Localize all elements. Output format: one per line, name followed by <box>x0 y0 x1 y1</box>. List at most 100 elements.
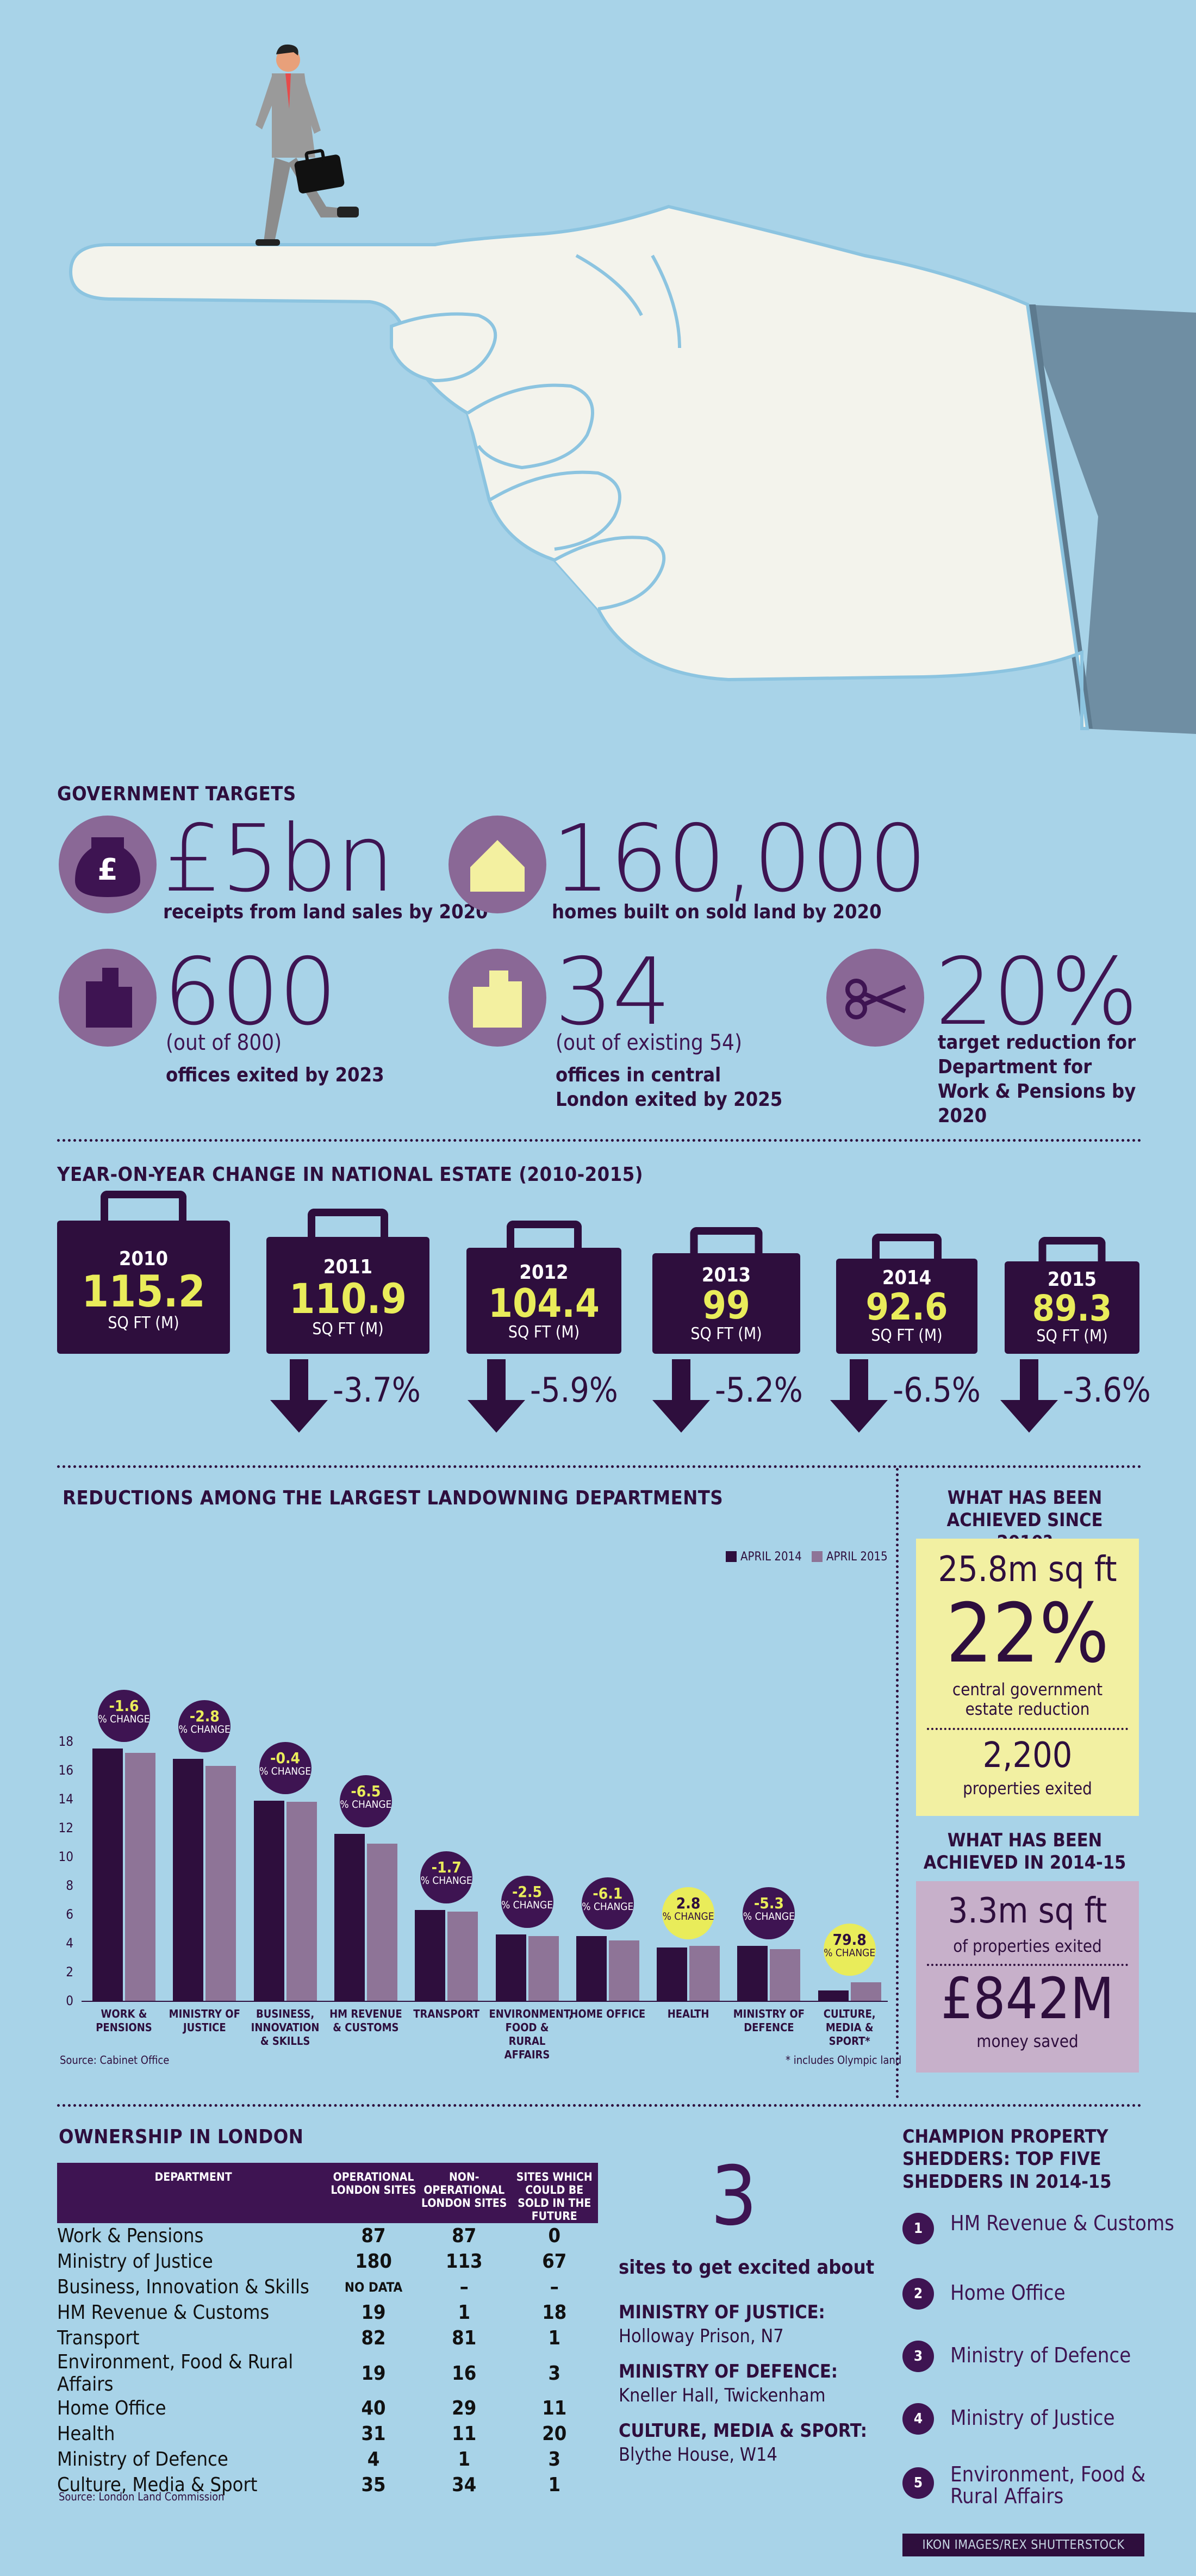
y-tick-label: 16 <box>58 1763 73 1778</box>
bar-2015 <box>528 1936 559 2001</box>
table-row: Ministry of Defence 4 1 3 <box>57 2448 561 2471</box>
champions-header: CHAMPION PROPERTY SHEDDERS: TOP FIVE SHE… <box>902 2126 1112 2193</box>
bar-2015 <box>608 1940 639 2001</box>
x-tick-label: CULTURE, MEDIA & SPORT* <box>823 2007 876 2048</box>
bar-2014 <box>737 1946 768 2001</box>
target-big-value: 160,000 <box>552 805 927 913</box>
x-tick-label: ENVIRONMENT, FOOD & RURAL AFFAIRS <box>489 2007 573 2061</box>
achieved-since-pct: 22% <box>946 1586 1109 1681</box>
x-tick-label: MINISTRY OF JUSTICE <box>169 2007 240 2034</box>
site-item: MINISTRY OF JUSTICE: Holloway Prison, N7 <box>619 2301 825 2347</box>
bar-2014 <box>334 1833 365 2001</box>
change-bubble: -2.5% CHANGE <box>501 1876 553 1928</box>
change-pct: -6.5% <box>893 1370 981 1410</box>
bar-2015 <box>286 1802 317 2001</box>
table-row: Environment, Food & Rural Affairs 19 16 3 <box>57 2351 561 2395</box>
col-could-be-sold: SITES WHICH COULD BE SOLD IN THE FUTURE <box>516 2170 593 2223</box>
achieved-1415-money-caption: money saved <box>976 2032 1079 2052</box>
y-tick-label: 6 <box>66 1907 73 1922</box>
down-arrow-icon <box>830 1359 888 1433</box>
bar-2015 <box>447 1911 478 2001</box>
table-row: Culture, Media & Sport 35 34 1 <box>57 2474 561 2496</box>
achieved-1415-area: 3.3m sq ft <box>948 1891 1107 1931</box>
y-tick-label: 10 <box>58 1849 73 1864</box>
bar-2015 <box>850 1982 881 2001</box>
bar-2014 <box>173 1758 204 2001</box>
table-row: Health 31 11 20 <box>57 2423 567 2445</box>
chart-title: REDUCTIONS AMONG THE LARGEST LANDOWNING … <box>63 1487 724 1509</box>
col-non-operational: NON-OPERATIONAL LONDON SITES <box>421 2170 507 2210</box>
pointing-hand-icon <box>68 204 1089 730</box>
target-caption: receipts from land sales by 2020 <box>163 901 488 923</box>
col-operational: OPERATIONAL LONDON SITES <box>331 2170 416 2197</box>
bar-2014 <box>657 1947 688 2001</box>
divider <box>57 1139 1142 1142</box>
sites-caption: sites to get excited about <box>619 2256 875 2279</box>
x-axis <box>82 2001 888 2002</box>
table-row: HM Revenue & Customs 19 1 18 <box>57 2301 567 2324</box>
change-pct: -3.7% <box>333 1370 421 1410</box>
bar-2015 <box>770 1949 801 2001</box>
money-bag-icon: £ <box>59 816 157 913</box>
change-bubble: -5.3% CHANGE <box>743 1887 795 1940</box>
case-2015: 2015 89.3 SQ FT (M) <box>1005 1237 1139 1354</box>
target-caption: homes built on sold land by 2020 <box>552 901 882 923</box>
svg-text:£: £ <box>97 853 118 887</box>
y-tick-label: 8 <box>66 1878 73 1893</box>
target-caption: target reduction for Department for Work… <box>938 1031 1136 1127</box>
bar-2015 <box>125 1753 155 2001</box>
y-tick-label: 12 <box>58 1820 73 1835</box>
achieved-since-properties-caption: properties exited <box>963 1779 1092 1799</box>
bar-2014 <box>818 1990 849 2001</box>
house-icon <box>448 816 546 913</box>
change-pct: -5.2% <box>715 1370 803 1410</box>
divider <box>57 1465 1142 1468</box>
bar-2015 <box>205 1766 236 2001</box>
target-caption: offices in central London exited by 2025 <box>556 1064 783 1111</box>
change-bubble: 79.8% CHANGE <box>823 1923 876 1976</box>
table-row: Home Office 40 29 11 <box>57 2397 567 2419</box>
x-tick-label: HOME OFFICE <box>570 2007 646 2020</box>
table-row: Ministry of Justice 180 113 67 <box>57 2250 567 2273</box>
down-arrow-icon <box>1000 1359 1058 1433</box>
case-2010: 2010 115.2 SQ FT (M) <box>57 1191 230 1354</box>
bar-2014 <box>92 1749 123 2001</box>
col-department: DEPARTMENT <box>154 2170 232 2183</box>
achieved-1415-title: WHAT HAS BEEN ACHIEVED IN 2014-15 <box>923 1830 1126 1874</box>
x-tick-label: TRANSPORT <box>413 2007 480 2020</box>
y-tick-label: 14 <box>58 1791 73 1807</box>
y-tick-label: 4 <box>66 1936 73 1951</box>
case-2012: 2012 104.4 SQ FT (M) <box>466 1221 621 1354</box>
scissors-icon <box>826 949 924 1047</box>
table-row: Transport 82 81 1 <box>57 2327 561 2349</box>
legend-swatch-2014 <box>726 1551 737 1562</box>
ownership-table: DEPARTMENT OPERATIONAL LONDON SITES NON-… <box>57 2163 598 2498</box>
sites-count: 3 <box>711 2149 757 2244</box>
target-sub: (out of existing 54) <box>556 1030 742 1055</box>
bar-2014 <box>576 1936 607 2001</box>
site-item: MINISTRY OF DEFENCE: Kneller Hall, Twick… <box>619 2361 838 2406</box>
case-2013: 2013 99 SQ FT (M) <box>652 1227 800 1354</box>
change-bubble: -2.8% CHANGE <box>178 1700 231 1752</box>
estate-header: YEAR-ON-YEAR CHANGE IN NATIONAL ESTATE (… <box>57 1163 644 1186</box>
hero-illustration <box>68 44 1196 734</box>
case-2011: 2011 110.9 SQ FT (M) <box>266 1209 429 1354</box>
city-buildings-icon <box>448 949 546 1047</box>
achieved-since-pct-caption: central government estate reduction <box>952 1680 1103 1719</box>
legend-label-2015: APRIL 2015 <box>826 1550 888 1564</box>
legend-label-2014: APRIL 2014 <box>740 1550 802 1564</box>
change-bubble: 2.8% CHANGE <box>662 1887 715 1940</box>
target-big-value: 20% <box>935 938 1138 1046</box>
bar-2015 <box>689 1946 720 2001</box>
x-tick-label: HEALTH <box>667 2007 709 2020</box>
ownership-source: Source: London Land Commission <box>59 2490 225 2503</box>
x-tick-label: HM REVENUE & CUSTOMS <box>329 2007 402 2034</box>
change-bubble: -1.7% CHANGE <box>420 1851 473 1904</box>
achieved-since-properties: 2,200 <box>982 1735 1073 1776</box>
vertical-divider <box>896 1468 899 2099</box>
achieved-1415-money: £842M <box>940 1965 1114 2032</box>
achieved-since-box: 25.8m sq ft 22% central government estat… <box>916 1539 1139 1816</box>
legend-swatch-2015 <box>812 1551 823 1562</box>
down-arrow-icon <box>468 1359 525 1433</box>
down-arrow-icon <box>652 1359 710 1433</box>
